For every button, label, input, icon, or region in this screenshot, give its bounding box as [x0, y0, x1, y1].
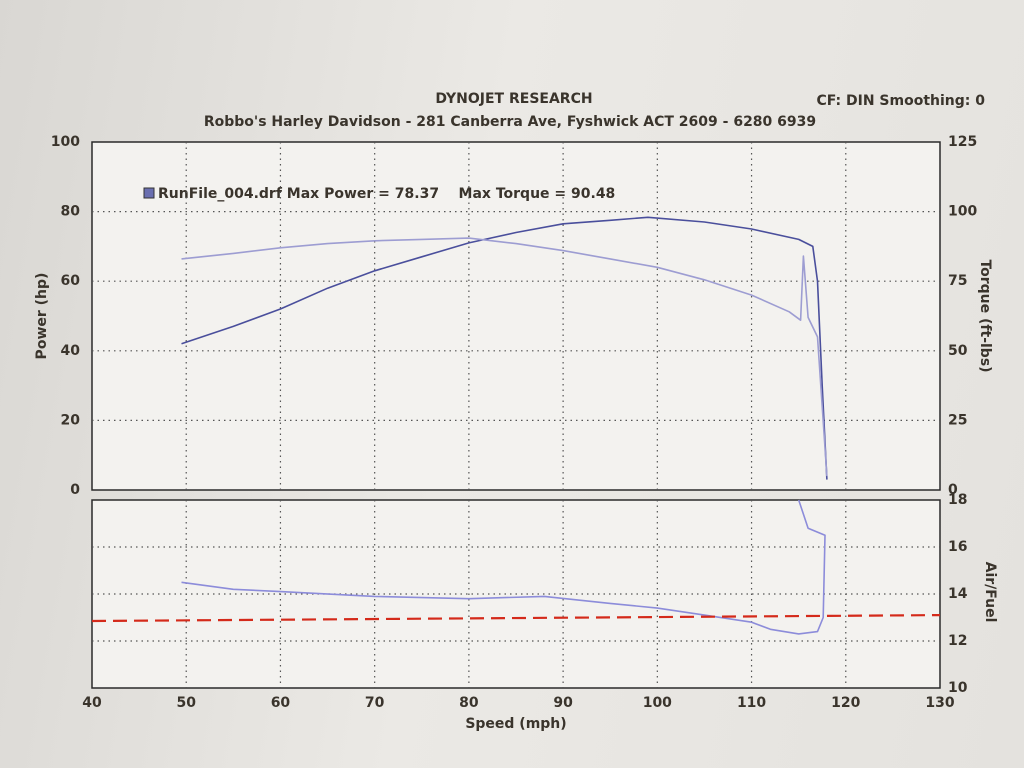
y2-tick-label: 25	[948, 412, 967, 428]
x-tick-label: 50	[176, 695, 196, 711]
x-tick-label: 110	[737, 695, 766, 711]
y2-tick-label: 14	[948, 586, 968, 602]
y-tick-label: 0	[70, 482, 80, 498]
y2-tick-label: 16	[948, 539, 967, 555]
y2-tick-label: 10	[948, 680, 968, 696]
afr-axis-label: Air/Fuel	[982, 562, 998, 623]
x-tick-label: 60	[271, 695, 291, 711]
data-line	[181, 237, 828, 477]
y2-tick-label: 100	[948, 204, 977, 220]
y2-tick-label: 0	[948, 482, 958, 498]
y2-tick-label: 18	[948, 492, 967, 508]
chart-subtitle: Robbo's Harley Davidson - 281 Canberra A…	[204, 114, 816, 130]
x-tick-label: 70	[365, 695, 385, 711]
y-tick-label: 20	[61, 412, 81, 428]
data-line	[181, 499, 826, 635]
y-axis-label: Power (hp)	[34, 273, 50, 360]
data-line	[181, 216, 828, 480]
reference-line	[91, 614, 941, 623]
x-tick-label: 120	[831, 695, 860, 711]
x-tick-label: 130	[925, 695, 954, 711]
x-tick-label: 40	[82, 695, 102, 711]
x-tick-label: 90	[553, 695, 573, 711]
y2-tick-label: 125	[948, 134, 977, 150]
x-tick-label: 80	[459, 695, 479, 711]
y2-tick-label: 50	[948, 343, 968, 359]
x-tick-label: 100	[643, 695, 672, 711]
y2-tick-label: 12	[948, 633, 967, 649]
y-tick-label: 80	[61, 204, 81, 220]
legend-text: RunFile_004.drf Max Power = 78.37 Max To…	[158, 186, 615, 202]
y-tick-label: 40	[61, 343, 81, 359]
y-tick-label: 60	[61, 273, 81, 289]
header-note: CF: DIN Smoothing: 0	[816, 93, 985, 109]
chart-title: DYNOJET RESEARCH	[435, 91, 592, 107]
legend-swatch	[143, 187, 155, 199]
power-plot-area	[91, 141, 941, 491]
y-tick-label: 100	[51, 134, 80, 150]
y2-axis-label: Torque (ft-lbs)	[977, 259, 993, 372]
y2-tick-label: 75	[948, 273, 967, 289]
x-axis-label: Speed (mph)	[465, 716, 566, 732]
